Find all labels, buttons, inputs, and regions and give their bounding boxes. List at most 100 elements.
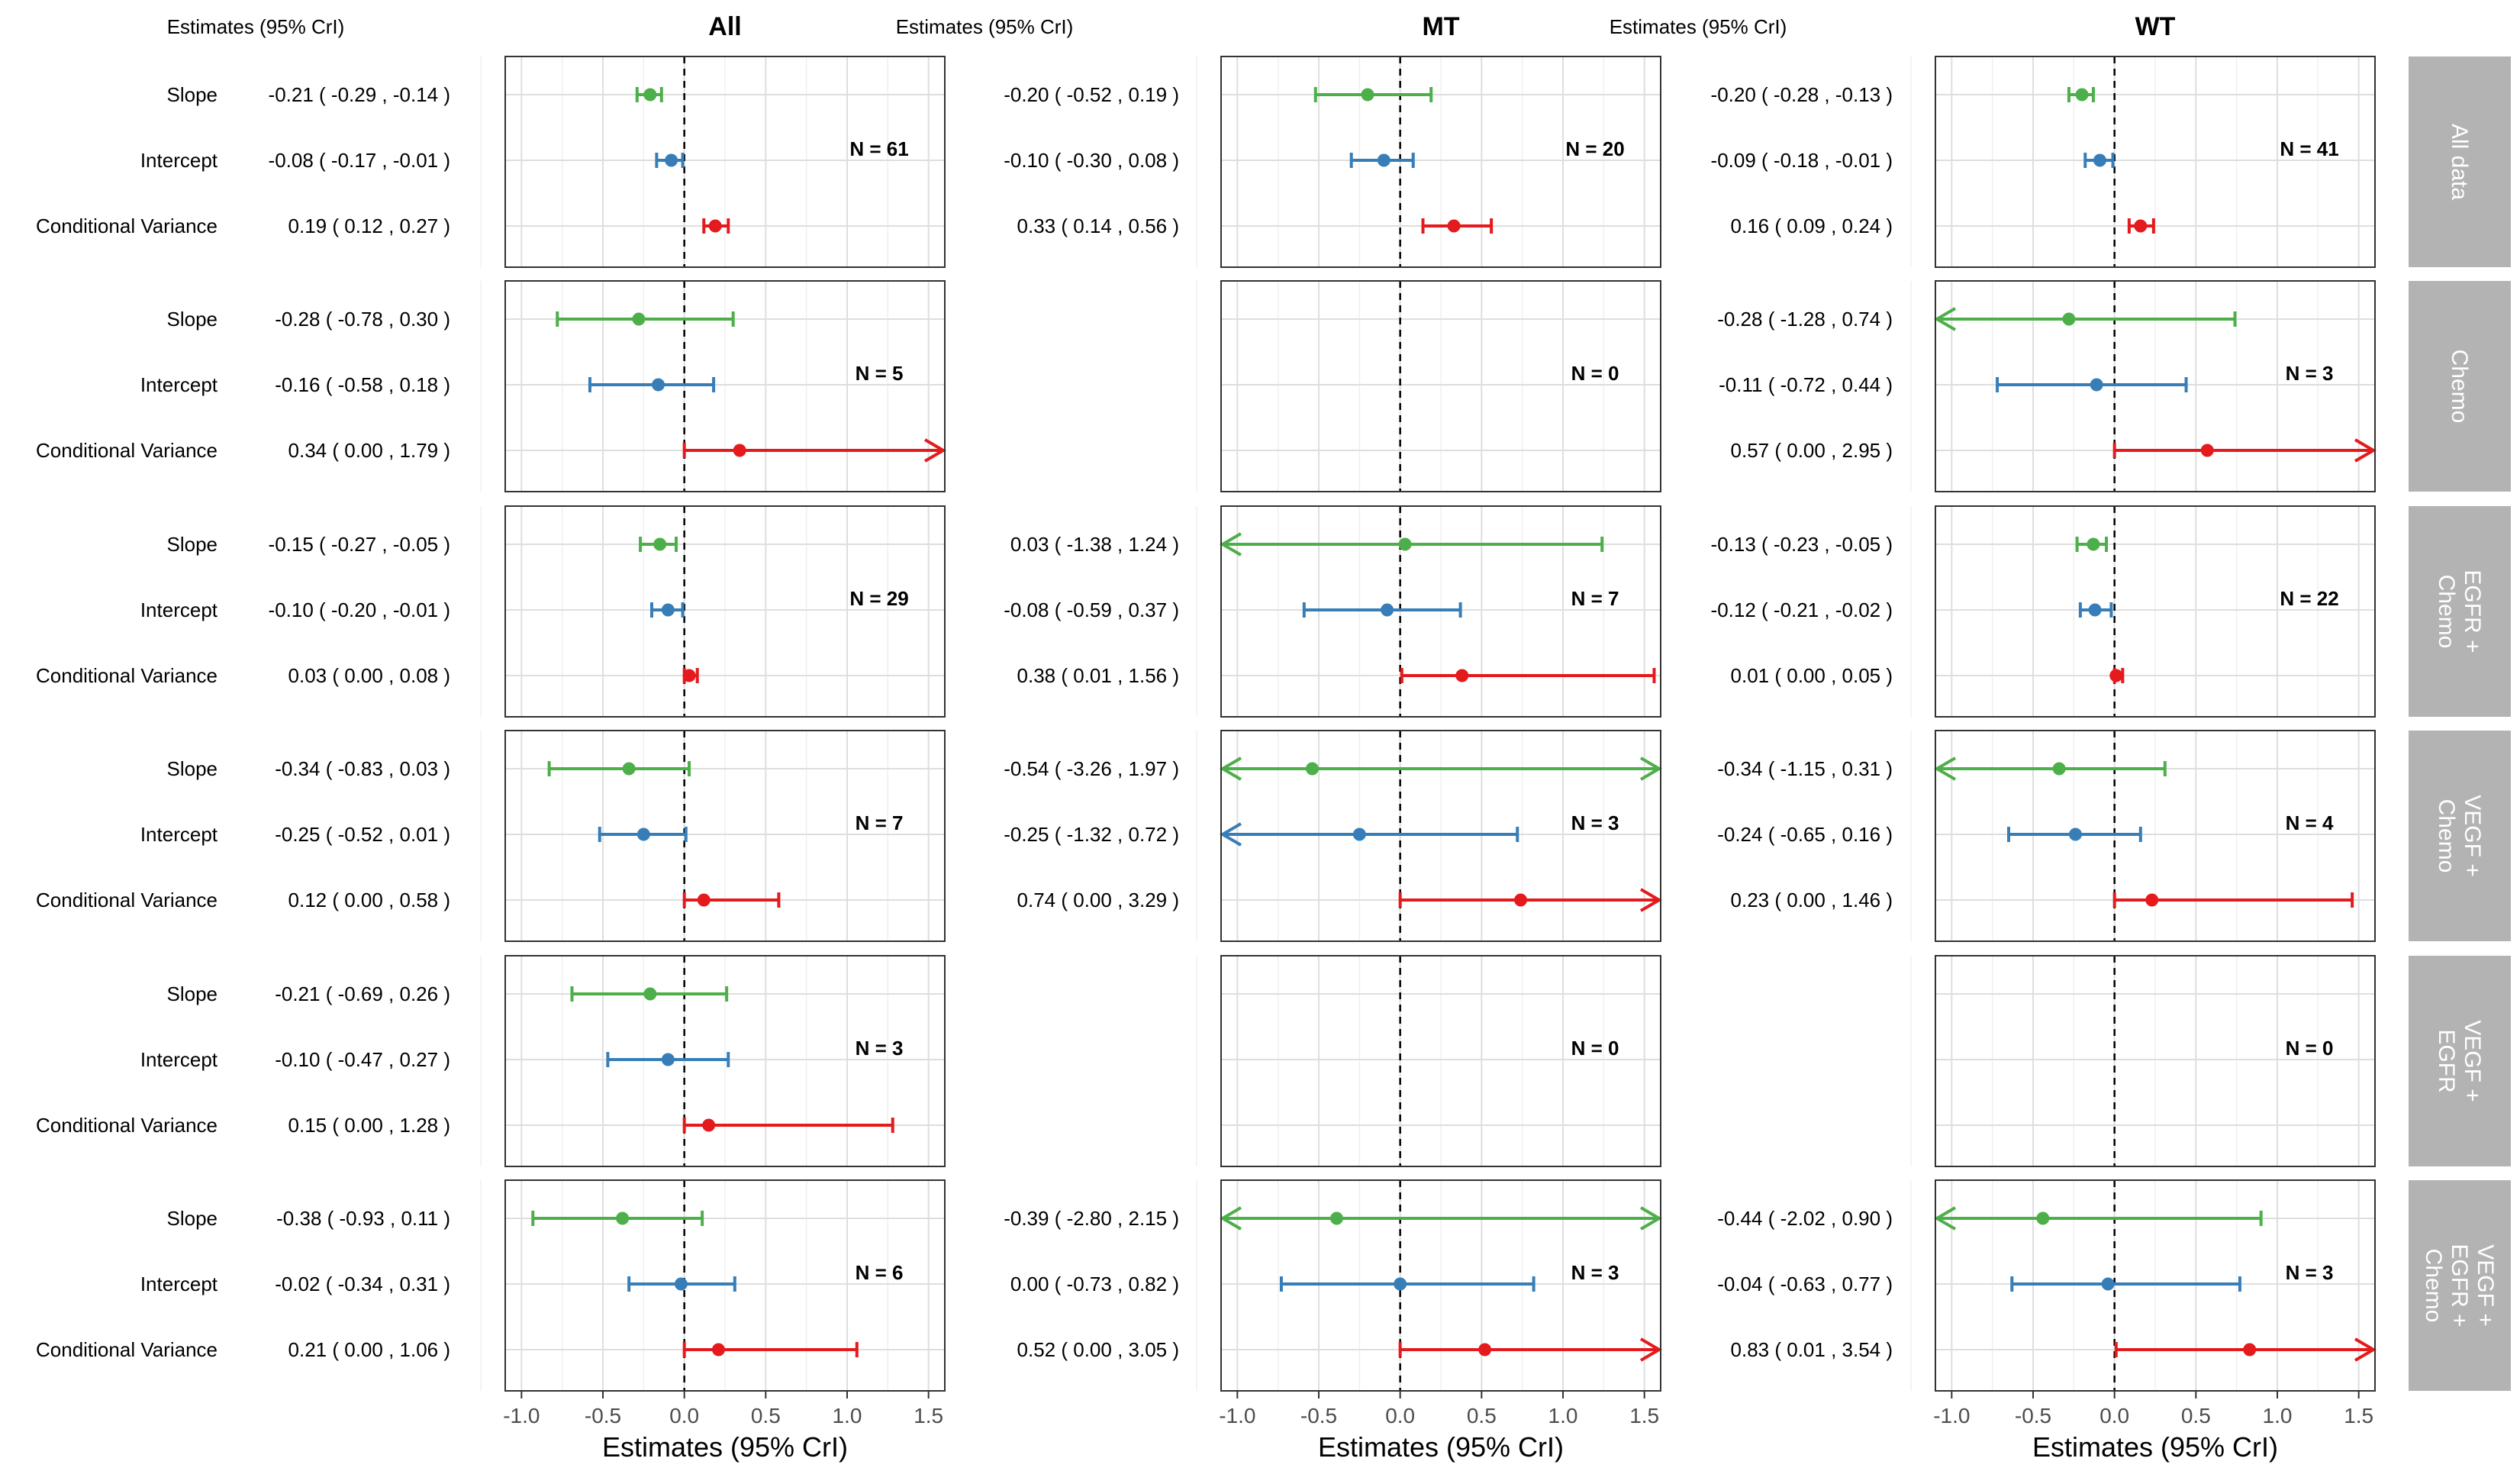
point-estimate [2093,153,2106,167]
facet-strip-text: EGFR [2434,1029,2459,1092]
estimate-text: 0.03 ( -1.38 , 1.24 ) [1010,533,1179,556]
estimate-text: -0.25 ( -1.32 , 0.72 ) [1004,823,1179,846]
x-tick-label: 1.5 [914,1404,943,1428]
point-estimate [1352,827,1366,841]
point-estimate [1514,893,1528,907]
panel-border [1220,505,1661,718]
estimate-text: -0.10 ( -0.30 , 0.08 ) [1004,149,1179,172]
point-estimate [1478,1343,1492,1357]
n-label: N = 0 [2286,1037,2334,1060]
facet-strip [2409,506,2511,717]
estimate-text: -0.04 ( -0.63 , 0.77 ) [1717,1273,1893,1295]
facet-strip-label: Chemo [2447,350,2472,424]
facet-strip-text: VEGF + [2473,1244,2498,1327]
facet-strip [2409,281,2511,492]
estimate-text: -0.12 ( -0.21 , -0.02 ) [1711,598,1893,621]
n-label: N = 4 [2286,811,2334,834]
ci-arrow-left [1934,757,1957,781]
ci-arrow-right [2354,1337,2377,1362]
n-label: N = 22 [2280,587,2338,610]
row-label-conditional-variance: Conditional Variance [36,439,218,462]
point-estimate [616,1211,630,1225]
panel-border [504,730,946,942]
point-estimate [733,444,746,457]
x-tick-label: -0.5 [1300,1404,1337,1428]
row-label-slope: Slope [167,83,218,106]
x-axis-title: Estimates (95% CrI) [2032,1431,2278,1463]
x-tick-label: 0.5 [751,1404,781,1428]
point-estimate [1361,88,1374,102]
row-label-intercept: Intercept [140,1273,218,1295]
estimate-text: 0.23 ( 0.00 , 1.46 ) [1731,889,1893,911]
x-tick-label: -0.5 [585,1404,621,1428]
estimate-text: -0.24 ( -0.65 , 0.16 ) [1717,823,1893,846]
panel-border [1935,730,2376,942]
estimate-text: 0.83 ( 0.01 , 3.54 ) [1731,1338,1893,1361]
facet-strip-text: Chemo [2434,575,2459,649]
row-label-conditional-variance: Conditional Variance [36,889,218,911]
ci-arrow-right [1639,757,1662,781]
point-estimate [1381,603,1394,617]
row-label-conditional-variance: Conditional Variance [36,215,218,237]
x-tick-label: 0.0 [2099,1404,2129,1428]
panel-border [504,1179,946,1392]
ci-arrow-right [923,438,946,463]
facet-strip-text: All data [2447,124,2472,200]
panel-border [1220,1179,1661,1392]
x-tick-label: -1.0 [1933,1404,1970,1428]
point-estimate [682,669,696,682]
estimate-text: 0.00 ( -0.73 , 0.82 ) [1010,1273,1179,1295]
point-estimate [1377,153,1391,167]
point-estimate [1329,1211,1343,1225]
point-estimate [1398,537,1412,551]
x-tick-label: 0.5 [2181,1404,2211,1428]
point-estimate [697,893,711,907]
point-estimate [2145,893,2159,907]
facet-strip [2409,956,2511,1166]
estimate-text: -0.15 ( -0.27 , -0.05 ) [269,533,450,556]
ci-arrow-left [1934,307,1957,331]
point-estimate [653,537,667,551]
point-estimate [1305,762,1319,776]
point-estimate [2068,827,2082,841]
n-label: N = 3 [856,1037,904,1060]
facet-strip-text: Chemo [2421,1249,2446,1323]
estimate-text: 0.01 ( 0.00 , 0.05 ) [1731,664,1893,687]
x-tick-label: 0.5 [1467,1404,1497,1428]
point-estimate [652,378,665,392]
facet-strip-text: Chemo [2447,350,2472,424]
facet-strip-label: EGFR +Chemo [2434,569,2485,653]
facet-strip-text: EGFR + [2447,1244,2472,1327]
x-tick-label: 1.5 [2344,1404,2373,1428]
estimates-header: Estimates (95% CrI) [896,15,1074,38]
estimate-text: -0.16 ( -0.58 , 0.18 ) [275,373,450,396]
point-estimate [2200,444,2214,457]
row-label-slope: Slope [167,982,218,1005]
estimate-text: 0.12 ( 0.00 , 0.58 ) [288,889,450,911]
estimate-text: -0.20 ( -0.28 , -0.13 ) [1711,83,1893,106]
ci-arrow-right [1639,888,1662,912]
row-label-slope: Slope [167,1207,218,1230]
x-tick-label: -1.0 [503,1404,540,1428]
n-label: N = 20 [1565,137,1624,160]
estimate-text: -0.13 ( -0.23 , -0.05 ) [1711,533,1893,556]
point-estimate [2036,1211,2050,1225]
point-estimate [2134,219,2148,233]
estimate-text: -0.02 ( -0.34 , 0.31 ) [275,1273,450,1295]
estimate-text: 0.52 ( 0.00 , 3.05 ) [1017,1338,1179,1361]
estimate-text: -0.28 ( -0.78 , 0.30 ) [275,308,450,331]
n-label: N = 5 [856,362,904,385]
ci-arrow-left [1220,757,1242,781]
point-estimate [1447,219,1461,233]
facet-strip [2409,1180,2511,1391]
estimate-text: -0.10 ( -0.47 , 0.27 ) [275,1048,450,1071]
facet-strip-label: VEGF +EGFR +Chemo [2421,1244,2498,1327]
panel-border [504,955,946,1167]
x-tick-label: 0.0 [1385,1404,1415,1428]
n-label: N = 41 [2280,137,2338,160]
point-estimate [2088,603,2102,617]
ci-arrow-right [1639,1206,1662,1231]
facet-strip-label: All data [2447,124,2472,200]
estimate-text: -0.34 ( -0.83 , 0.03 ) [275,757,450,780]
